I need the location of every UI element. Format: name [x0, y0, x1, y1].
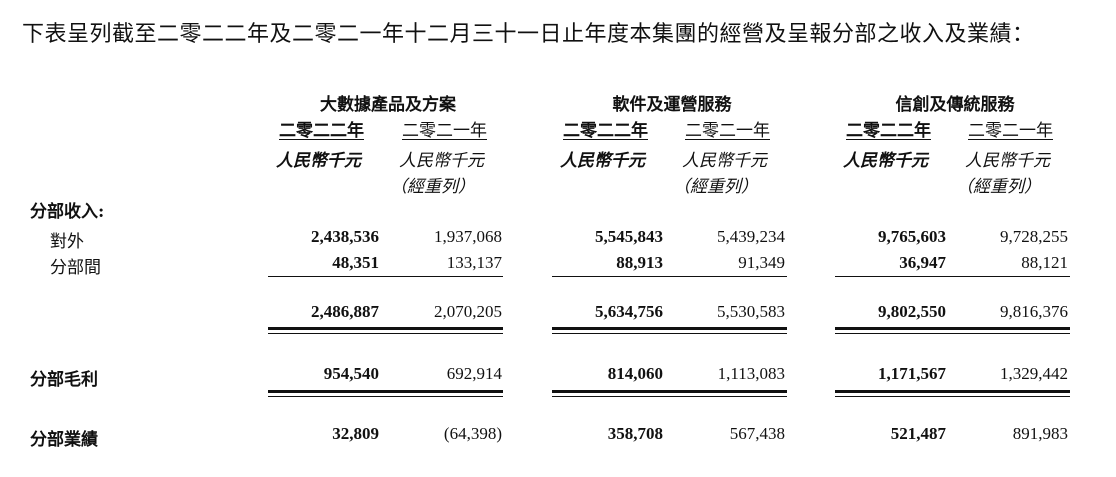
gross-profit-value: 954,540	[323, 364, 379, 383]
rule	[552, 390, 787, 393]
segment-results-value: 358,708	[607, 424, 663, 443]
restated-note: （經重列）	[956, 177, 1041, 197]
segment-results-value: 521,487	[890, 424, 946, 443]
inter-segment-value: 91,349	[738, 253, 785, 272]
revenue-total-value: 5,530,583	[717, 302, 785, 321]
inter-segment-value: 88,913	[616, 253, 663, 272]
rule	[268, 333, 503, 334]
external-value: 9,728,255	[1000, 227, 1068, 246]
revenue-total-value: 5,634,756	[595, 302, 663, 321]
segment-title: 軟件及運營服務	[612, 95, 732, 115]
rule	[268, 390, 503, 393]
rule	[835, 333, 1070, 334]
rule	[268, 276, 503, 277]
segment-revenue-label: 分部收入:	[30, 202, 105, 222]
year-current-heading: 二零二二年	[563, 121, 648, 141]
external-value: 9,765,603	[878, 227, 946, 246]
revenue-total-value: 9,816,376	[1000, 302, 1068, 321]
rule	[552, 333, 787, 334]
rule	[268, 396, 503, 397]
inter-segment-label: 分部間	[50, 258, 101, 278]
inter-segment-value: 48,351	[332, 253, 379, 272]
year-prior-heading: 二零二一年	[685, 121, 770, 141]
gross-profit-value: 1,329,442	[1000, 364, 1068, 383]
revenue-total-value: 2,486,887	[311, 302, 379, 321]
unit-prior-heading: 人民幣千元	[682, 151, 767, 171]
rule	[552, 276, 787, 277]
external-value: 5,439,234	[717, 227, 785, 246]
unit-prior-heading: 人民幣千元	[399, 151, 484, 171]
rule	[552, 396, 787, 397]
inter-segment-value: 133,137	[446, 253, 502, 272]
gross-profit-value: 814,060	[607, 364, 663, 383]
revenue-total-value: 2,070,205	[434, 302, 502, 321]
external-value: 5,545,843	[595, 227, 663, 246]
rule	[835, 396, 1070, 397]
rule	[268, 327, 503, 330]
segment-results-value: (64,398)	[443, 424, 502, 443]
restated-note: （經重列）	[673, 177, 758, 197]
external-label: 對外	[50, 232, 84, 252]
restated-note: （經重列）	[390, 177, 475, 197]
gross-profit-value: 692,914	[446, 364, 502, 383]
year-prior-heading: 二零二一年	[968, 121, 1053, 141]
inter-segment-value: 88,121	[1021, 253, 1068, 272]
rule	[835, 327, 1070, 330]
unit-prior-heading: 人民幣千元	[965, 151, 1050, 171]
external-value: 2,438,536	[311, 227, 379, 246]
year-current-heading: 二零二二年	[846, 121, 931, 141]
gross-profit-value: 1,171,567	[878, 364, 946, 383]
rule	[835, 276, 1070, 277]
gross-profit-value: 1,113,083	[717, 364, 785, 383]
revenue-total-value: 9,802,550	[878, 302, 946, 321]
segment-title: 大數據產品及方案	[320, 95, 456, 115]
year-prior-heading: 二零二一年	[402, 121, 487, 141]
segment-results-value: 32,809	[332, 424, 379, 443]
external-value: 1,937,068	[434, 227, 502, 246]
rule	[835, 390, 1070, 393]
segment-results-label: 分部業績	[30, 430, 98, 450]
unit-current-heading: 人民幣千元	[276, 151, 361, 171]
segment-title: 信創及傳統服務	[895, 95, 1015, 115]
year-current-heading: 二零二二年	[279, 121, 364, 141]
segment-results-value: 567,438	[729, 424, 785, 443]
inter-segment-value: 36,947	[899, 253, 946, 272]
unit-current-heading: 人民幣千元	[843, 151, 928, 171]
rule	[552, 327, 787, 330]
gross-profit-label: 分部毛利	[30, 370, 98, 390]
intro-text: 下表呈列截至二零二二年及二零二一年十二月三十一日止年度本集團的經營及呈報分部之收…	[22, 22, 1035, 47]
unit-current-heading: 人民幣千元	[560, 151, 645, 171]
segment-results-value: 891,983	[1012, 424, 1068, 443]
